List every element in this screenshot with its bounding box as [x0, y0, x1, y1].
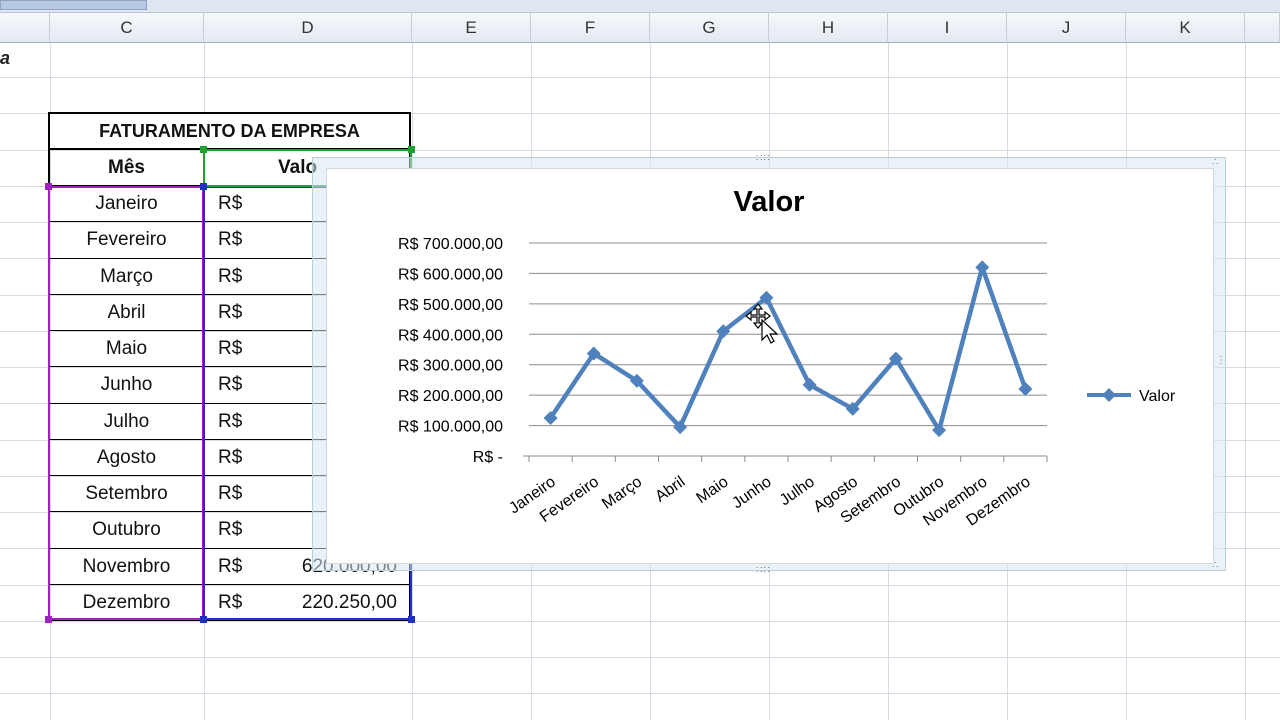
column-header-g[interactable]: G — [650, 13, 769, 43]
month-cell[interactable]: Agosto — [48, 439, 204, 476]
currency-symbol: R$ — [218, 301, 243, 323]
currency-symbol: R$ — [218, 374, 243, 396]
column-header-e[interactable]: E — [412, 13, 531, 43]
month-cell[interactable]: Março — [48, 258, 204, 295]
column-header-h[interactable]: H — [769, 13, 888, 43]
month-cell[interactable]: Setembro — [48, 476, 204, 513]
data-point — [1018, 381, 1033, 396]
y-tick-label: R$ 400.000,00 — [398, 327, 503, 344]
line-chart: Valor R$ - R$ 100.000,00 R$ 200.000,00 R$ 30… — [398, 186, 1176, 530]
y-tick-label: R$ - — [473, 449, 503, 466]
value-cell[interactable]: R$ 220.250,00 — [204, 584, 411, 621]
ribbon-strip — [0, 0, 1280, 13]
resize-handle-bottom[interactable]: ∷∷ — [756, 565, 771, 576]
column-header-f[interactable]: F — [531, 13, 650, 43]
column-header-partial[interactable] — [1245, 13, 1280, 43]
currency-symbol: R$ — [218, 265, 243, 287]
currency-symbol: R$ — [218, 410, 243, 432]
grid-hline — [0, 693, 1280, 694]
month-cell[interactable]: Junho — [48, 367, 204, 404]
chart-title: Valor — [734, 186, 805, 218]
currency-symbol: R$ — [218, 229, 243, 251]
resize-handle-bottom-right[interactable]: ∴ — [1212, 560, 1220, 571]
grid-hline — [0, 621, 1280, 622]
data-point — [802, 377, 817, 392]
series-line — [548, 265, 1028, 433]
table-title[interactable]: FATURAMENTO DA EMPRESA — [48, 112, 411, 150]
selection-handle[interactable] — [408, 146, 415, 153]
currency-symbol: R$ — [218, 446, 243, 468]
month-cell[interactable]: Julho — [48, 403, 204, 440]
grid-hline — [0, 150, 1280, 151]
y-tick-label: R$ 100.000,00 — [398, 419, 503, 436]
selection-handle[interactable] — [200, 146, 207, 153]
column-header-i[interactable]: I — [888, 13, 1007, 43]
month-cell[interactable]: Janeiro — [48, 186, 204, 223]
selection-handle[interactable] — [200, 616, 207, 623]
month-cell[interactable]: Outubro — [48, 512, 204, 549]
data-point — [629, 373, 644, 388]
month-cell[interactable]: Dezembro — [48, 584, 204, 621]
selection-handle[interactable] — [45, 183, 52, 190]
selection-handle[interactable] — [45, 616, 52, 623]
grid-hline — [0, 657, 1280, 658]
resize-handle-top[interactable]: ∷∷ — [756, 153, 771, 164]
data-point — [932, 423, 947, 438]
column-header-j[interactable]: J — [1007, 13, 1126, 43]
y-tick-label: R$ 300.000,00 — [398, 358, 503, 375]
grid-hline — [0, 77, 1280, 78]
grid-vline — [1245, 43, 1246, 720]
resize-handle-top-right[interactable]: ∴ — [1212, 157, 1220, 168]
month-cell[interactable]: Maio — [48, 331, 204, 368]
y-tick-label: R$ 500.000,00 — [398, 297, 503, 314]
x-tick-label: Junho — [729, 473, 775, 512]
data-point — [975, 260, 990, 275]
data-point — [845, 401, 860, 416]
selection-handle[interactable] — [408, 616, 415, 623]
currency-symbol: R$ — [218, 193, 243, 214]
column-header-k[interactable]: K — [1126, 13, 1245, 43]
column-header-c[interactable]: C — [50, 13, 204, 43]
month-cell[interactable]: Fevereiro — [48, 222, 204, 259]
data-point — [673, 420, 688, 435]
data-point — [543, 410, 558, 425]
y-tick-label: R$ 600.000,00 — [398, 266, 503, 283]
month-header[interactable]: Mês — [48, 150, 204, 186]
currency-symbol: R$ — [218, 338, 243, 359]
grid-hline — [0, 113, 1280, 114]
x-tick-label: Maio — [693, 473, 731, 507]
clipped-cell-text: a — [0, 48, 11, 68]
data-point — [888, 351, 903, 366]
month-cell[interactable]: Novembro — [48, 548, 204, 585]
y-tick-label: R$ 200.000,00 — [398, 388, 503, 405]
data-point — [716, 324, 731, 339]
x-tick-label: Abril — [652, 473, 688, 505]
selection-handle[interactable] — [200, 183, 207, 190]
legend-marker — [1102, 388, 1116, 402]
grid-vline — [50, 43, 51, 720]
grid-hline — [0, 585, 1280, 586]
column-header-d[interactable]: D — [204, 13, 412, 43]
currency-symbol: R$ — [218, 555, 243, 577]
month-cell[interactable]: Abril — [48, 294, 204, 331]
legend-label: Valor — [1139, 388, 1176, 405]
column-header-partial[interactable] — [0, 13, 50, 43]
currency-symbol: R$ — [218, 519, 243, 541]
resize-handle-right[interactable]: ⋮ — [1216, 355, 1227, 366]
currency-symbol: R$ — [218, 591, 243, 613]
currency-symbol: R$ — [218, 483, 243, 504]
chart-area[interactable]: Valor R$ - R$ 100.000,00 R$ 200.000,00 R$ 30… — [326, 168, 1214, 564]
data-point — [759, 290, 774, 305]
move-cursor-icon — [745, 303, 779, 344]
sheet-tab[interactable] — [0, 0, 147, 10]
y-tick-label: R$ 700.000,00 — [398, 236, 503, 253]
data-point — [586, 346, 601, 361]
value-amount: 220.250,00 — [301, 591, 397, 613]
x-tick-label: Março — [599, 473, 645, 512]
